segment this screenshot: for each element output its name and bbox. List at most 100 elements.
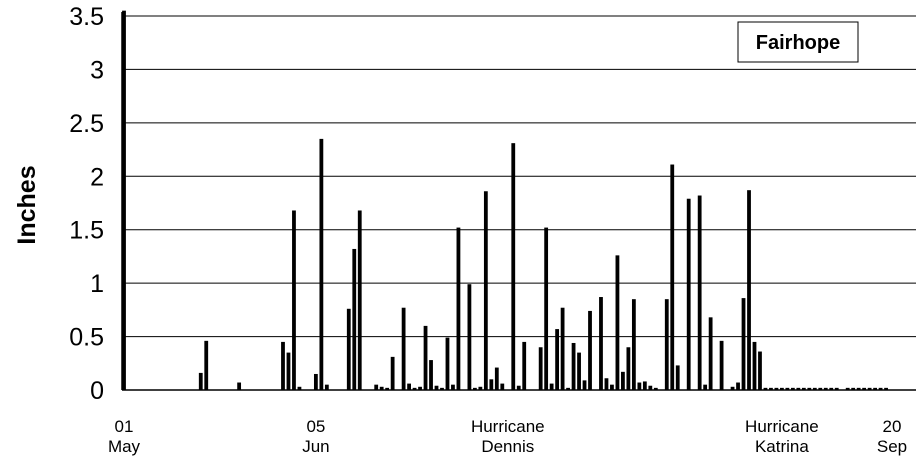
x-tick-label: Sep [877, 437, 907, 456]
gridlines [122, 15, 916, 338]
rainfall-bar [845, 387, 850, 390]
rainfall-bar [483, 191, 488, 390]
rainfall-bar [357, 210, 362, 390]
rainfall-bar [297, 386, 302, 390]
rainfall-bar [407, 383, 411, 390]
x-tick-label: Katrina [755, 437, 809, 456]
rainfall-bar [703, 384, 708, 390]
rainfall-bar [500, 383, 505, 390]
rainfall-bar [122, 10, 126, 390]
rainfall-bar [741, 298, 746, 390]
rainfall-bar [675, 365, 680, 390]
rainfall-bar [456, 227, 461, 390]
rainfall-bar [324, 384, 329, 390]
rainfall-bar [774, 387, 779, 390]
rainfall-bar [198, 372, 203, 390]
rainfall-bar [429, 360, 433, 390]
x-axis-ticks: 01May05JunHurricaneDennisHurricaneKatrin… [108, 417, 907, 456]
rainfall-bar [670, 164, 675, 390]
rainfall-bar [604, 378, 609, 390]
rainfall-bar [867, 387, 872, 390]
rainfall-bar [648, 385, 653, 390]
rainfall-bar [796, 387, 801, 390]
y-tick-label: 3.5 [69, 3, 104, 31]
rainfall-bar [566, 387, 570, 390]
rainfall-bar [237, 382, 242, 390]
rainfall-bar [434, 385, 439, 390]
rainfall-bar [637, 382, 642, 390]
rainfall-bar [686, 198, 691, 390]
legend-label: Fairhope [756, 32, 840, 54]
rainfall-bar [451, 384, 455, 390]
rainfall-bar [823, 387, 828, 390]
rainfall-bars [122, 10, 888, 390]
rainfall-bar [697, 195, 702, 390]
legend: Fairhope [737, 21, 859, 63]
rainfall-bar [346, 308, 351, 390]
rainfall-bar [862, 387, 867, 390]
rainfall-bar [374, 384, 379, 390]
rainfall-bar [851, 387, 856, 390]
y-tick-label: 1 [90, 270, 104, 298]
rainfall-bar [653, 387, 658, 390]
y-tick-label: 2.5 [69, 110, 104, 138]
rainfall-bar [401, 307, 406, 390]
rainfall-bar [785, 387, 790, 390]
rainfall-bar [664, 299, 669, 390]
rainfall-bar [790, 387, 795, 390]
rainfall-bar [719, 340, 724, 390]
rainfall-bar [708, 317, 713, 390]
rainfall-bar [610, 384, 614, 390]
rainfall-bar [538, 347, 543, 390]
rainfall-bar [571, 342, 576, 390]
x-tick-label: Jun [302, 437, 329, 456]
rainfall-bar [758, 351, 762, 390]
x-tick-label: Hurricane [471, 417, 545, 436]
rainfall-bar [856, 387, 861, 390]
rainfall-bar [281, 341, 285, 390]
rainfall-bar [385, 387, 390, 390]
rainfall-bar [560, 307, 565, 390]
rainfall-bar [549, 383, 554, 390]
rainfall-bar [834, 387, 839, 390]
rainfall-bar [878, 387, 883, 390]
rainfall-bar [418, 386, 422, 390]
rainfall-bar [621, 371, 625, 390]
rainfall-bar [472, 387, 477, 390]
rainfall-bar [390, 356, 395, 390]
y-axis-ticks: 0 0.5 1 1.5 2 2.5 3 3.5 [69, 3, 104, 405]
x-tick-label: Dennis [481, 437, 534, 456]
rainfall-bar [884, 387, 888, 390]
rainfall-bar [769, 387, 773, 390]
rainfall-bar [747, 190, 751, 390]
rainfall-bar [626, 347, 631, 390]
rainfall-bar [478, 386, 483, 390]
rainfall-bar [730, 386, 735, 390]
rainfall-bar [812, 387, 817, 390]
rainfall-bar [286, 352, 291, 390]
rainfall-bar [763, 387, 768, 390]
rainfall-bar [577, 352, 581, 390]
rainfall-bar [319, 138, 324, 390]
rainfall-bar [582, 380, 587, 390]
rainfall-bar [736, 382, 740, 390]
rainfall-bar [829, 387, 834, 390]
rainfall-bar [511, 143, 516, 390]
rainfall-bar [873, 387, 877, 390]
y-tick-label: 0 [90, 377, 104, 405]
rainfall-bar [555, 329, 560, 390]
rainfall-bar [544, 227, 549, 390]
y-axis-label: Inches [13, 165, 41, 244]
x-tick-label: May [108, 437, 141, 456]
rainfall-bar [642, 381, 647, 390]
rainfall-bar [615, 255, 620, 390]
rainfall-bar [780, 387, 784, 390]
x-tick-label: Hurricane [745, 417, 819, 436]
y-tick-label: 2 [90, 163, 104, 191]
rainfall-bar [588, 310, 592, 390]
rainfall-bar [801, 387, 806, 390]
y-tick-label: 0.5 [69, 324, 104, 352]
rainfall-bar [818, 387, 823, 390]
rainfall-bar [352, 248, 357, 390]
y-tick-label: 1.5 [69, 217, 104, 245]
